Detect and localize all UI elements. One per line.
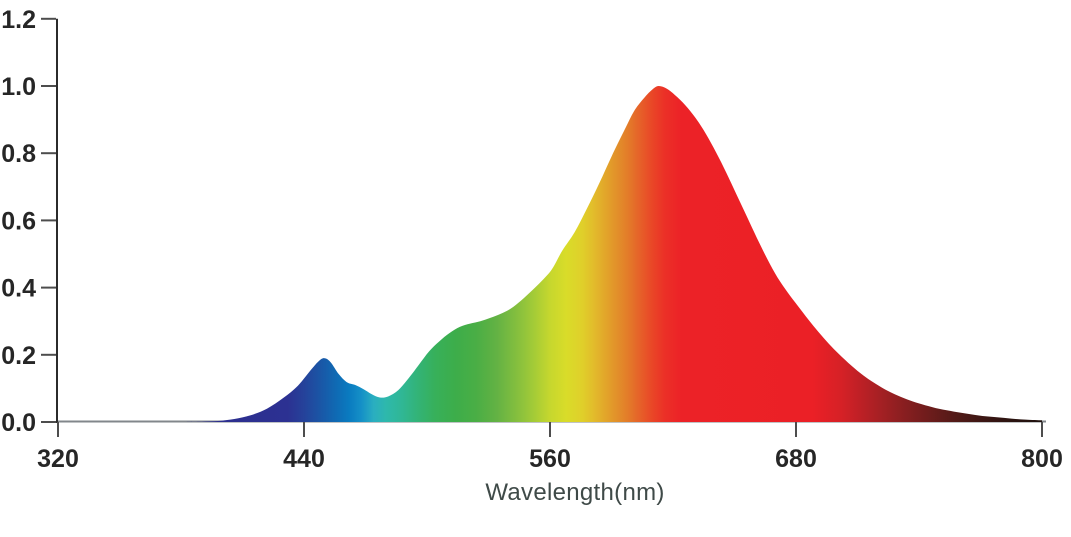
x-tick-label: 440	[283, 445, 325, 473]
y-tick-label: 0.6	[1, 207, 36, 235]
x-tick-label: 680	[775, 445, 817, 473]
x-tick-label: 560	[529, 445, 571, 473]
y-tick-label: 1.0	[1, 73, 36, 101]
y-tick-label: 0.8	[1, 140, 36, 168]
x-axis-title: Wavelength(nm)	[485, 479, 665, 506]
y-tick-label: 0.0	[1, 409, 36, 437]
y-tick-label: 0.4	[1, 275, 36, 303]
x-tick-label: 320	[37, 445, 79, 473]
y-tick-label: 1.2	[1, 6, 36, 34]
spectrum-area	[181, 85, 1042, 422]
y-tick-label: 0.2	[1, 342, 36, 370]
x-tick-label: 800	[1021, 445, 1063, 473]
